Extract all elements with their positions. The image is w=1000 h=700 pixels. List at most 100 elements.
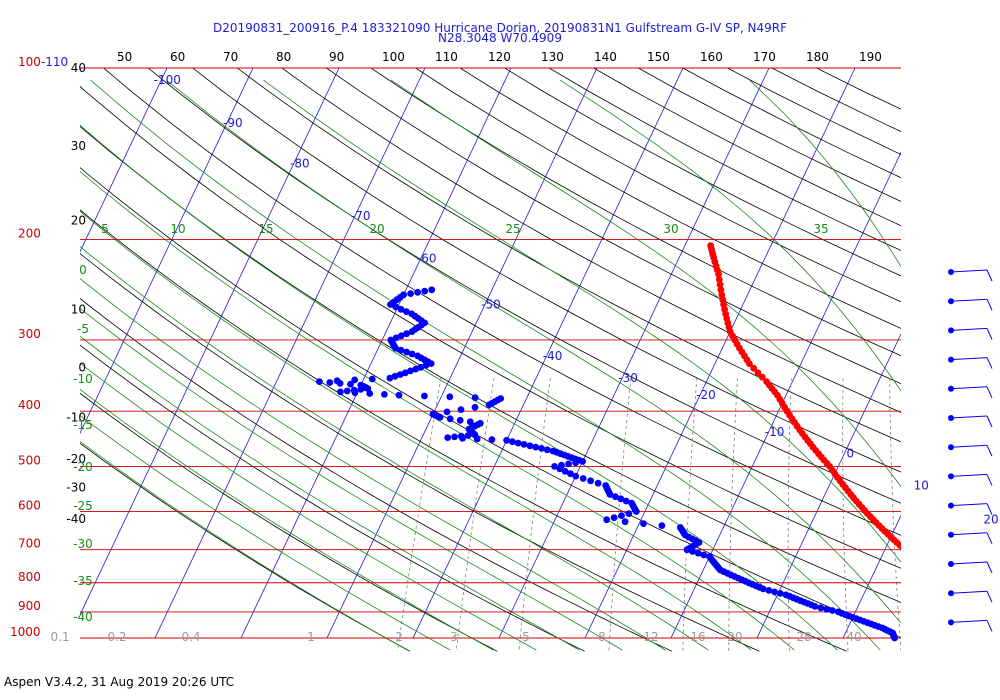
dewpoint-point bbox=[457, 406, 465, 413]
isotherm-label: 20 bbox=[983, 513, 998, 527]
isotherm-label: 0 bbox=[846, 447, 854, 461]
sounding-profiles bbox=[316, 242, 1000, 642]
dewpoint-point bbox=[351, 389, 359, 397]
temperature-point bbox=[750, 364, 758, 372]
dewpoint-point bbox=[427, 360, 435, 367]
temperature-point bbox=[715, 276, 723, 283]
moist-adiabat-line bbox=[80, 440, 408, 651]
dewpoint-point bbox=[565, 460, 572, 468]
dewpoint-point bbox=[368, 375, 376, 383]
dewpoint-point bbox=[381, 391, 388, 398]
mixing-ratio-label: 8 bbox=[598, 630, 606, 644]
temperature-point bbox=[940, 577, 947, 584]
top-axis-tick-label: 60 bbox=[170, 50, 185, 64]
dewpoint-point bbox=[337, 388, 344, 396]
dry-adiabat-line bbox=[771, 68, 901, 132]
temperature-point bbox=[964, 602, 971, 609]
isotherm-line bbox=[80, 68, 254, 435]
temperature-point bbox=[906, 550, 913, 557]
top-axis-tick-label: 90 bbox=[329, 50, 344, 64]
dewpoint-point bbox=[829, 607, 836, 614]
dewpoint-point bbox=[543, 446, 551, 454]
mixing-ratio-label: 0.2 bbox=[107, 630, 126, 644]
dewpoint-point bbox=[823, 605, 830, 613]
dewpoint-point bbox=[456, 416, 464, 424]
pressure-tick-label: 1000 bbox=[10, 625, 41, 639]
temperature-point bbox=[981, 622, 988, 629]
dewpoint-point bbox=[556, 465, 564, 473]
moist-adiabat-label: 0 bbox=[79, 263, 87, 277]
dewpoint-point bbox=[579, 475, 587, 482]
mixing-ratio-line bbox=[889, 378, 901, 652]
wind-barb-flag bbox=[986, 590, 993, 603]
wind-barb-flag bbox=[986, 620, 993, 632]
dry-adiabat-line bbox=[414, 68, 901, 329]
moist-adiabat-label: -40 bbox=[73, 610, 93, 624]
wind-barb-flag bbox=[986, 444, 993, 457]
dewpoint-point bbox=[689, 548, 696, 555]
dewpoint-point bbox=[326, 379, 334, 386]
dry-adiabat-line bbox=[548, 68, 901, 251]
dewpoint-point bbox=[401, 369, 409, 377]
dewpoint-point bbox=[316, 378, 323, 385]
isotherm-line bbox=[670, 151, 901, 639]
temperature-point bbox=[991, 626, 998, 633]
moist-adiabat-line bbox=[80, 170, 795, 651]
dewpoint-point bbox=[387, 301, 394, 308]
dewpoint-point bbox=[632, 508, 640, 515]
moist-adiabat-line bbox=[90, 79, 881, 651]
dewpoint-point bbox=[891, 634, 898, 642]
dry-adiabat-line bbox=[102, 68, 901, 536]
mixing-ratio-label: 5 bbox=[522, 630, 530, 644]
wind-barb-flag bbox=[986, 561, 993, 574]
temperature-point bbox=[954, 584, 961, 591]
dewpoint-point bbox=[610, 514, 618, 522]
mixing-ratio-label: 3 bbox=[450, 630, 458, 644]
dewpoint-point bbox=[817, 604, 825, 612]
temperature-point bbox=[979, 621, 986, 628]
mixing-ratio-label: 20 bbox=[727, 630, 742, 644]
dewpoint-point bbox=[759, 585, 767, 593]
temperature-point bbox=[970, 614, 977, 621]
top-axis-tick-label: 150 bbox=[647, 50, 670, 64]
moist-adiabat-line bbox=[80, 124, 838, 651]
mixing-ratio-label: 16 bbox=[690, 630, 705, 644]
wind-barb-flag bbox=[986, 386, 993, 399]
pressure-tick-label: 100-110 bbox=[18, 55, 68, 69]
wind-barb-flag bbox=[986, 474, 993, 486]
dewpoint-point bbox=[414, 288, 421, 296]
moist-adiabat-line bbox=[80, 388, 494, 651]
mixing-ratio-label: 40 bbox=[846, 630, 861, 644]
wind-barb-staff bbox=[950, 386, 988, 390]
mixing-ratio-label: 28 bbox=[796, 630, 811, 644]
dewpoint-point bbox=[538, 445, 545, 452]
wind-barb-staff bbox=[950, 269, 988, 273]
dewpoint-point bbox=[343, 387, 351, 395]
isotherm-label: -100 bbox=[154, 73, 181, 87]
dewpoint-point bbox=[403, 348, 410, 356]
moist-adiabat-line bbox=[263, 79, 901, 563]
wind-barb-staff bbox=[950, 444, 988, 448]
mixing-ratio-line bbox=[924, 378, 940, 651]
isotherm-label: 10 bbox=[914, 478, 929, 492]
dewpoint-point bbox=[520, 441, 528, 448]
wind-barb-staff bbox=[950, 327, 988, 331]
isotherm-line bbox=[412, 68, 684, 639]
dewpoint-point bbox=[392, 303, 400, 311]
left-axis-label: -10 bbox=[66, 410, 86, 424]
dewpoint-point bbox=[514, 439, 522, 447]
isotherm-line bbox=[240, 68, 512, 639]
temperature-point bbox=[934, 572, 941, 579]
dewpoint-point bbox=[395, 391, 403, 399]
temperature-point bbox=[937, 575, 944, 582]
isotherm-label: -90 bbox=[223, 116, 243, 130]
dewpoint-point bbox=[412, 365, 420, 373]
dewpoint-point bbox=[811, 603, 819, 610]
temperature-point bbox=[996, 628, 1000, 635]
dewpoint-point bbox=[407, 367, 414, 375]
temperature-point bbox=[994, 627, 1000, 634]
top-axis-tick-label: 70 bbox=[223, 50, 238, 64]
temperature-point bbox=[715, 270, 722, 278]
isotherm-label: -50 bbox=[481, 298, 501, 312]
